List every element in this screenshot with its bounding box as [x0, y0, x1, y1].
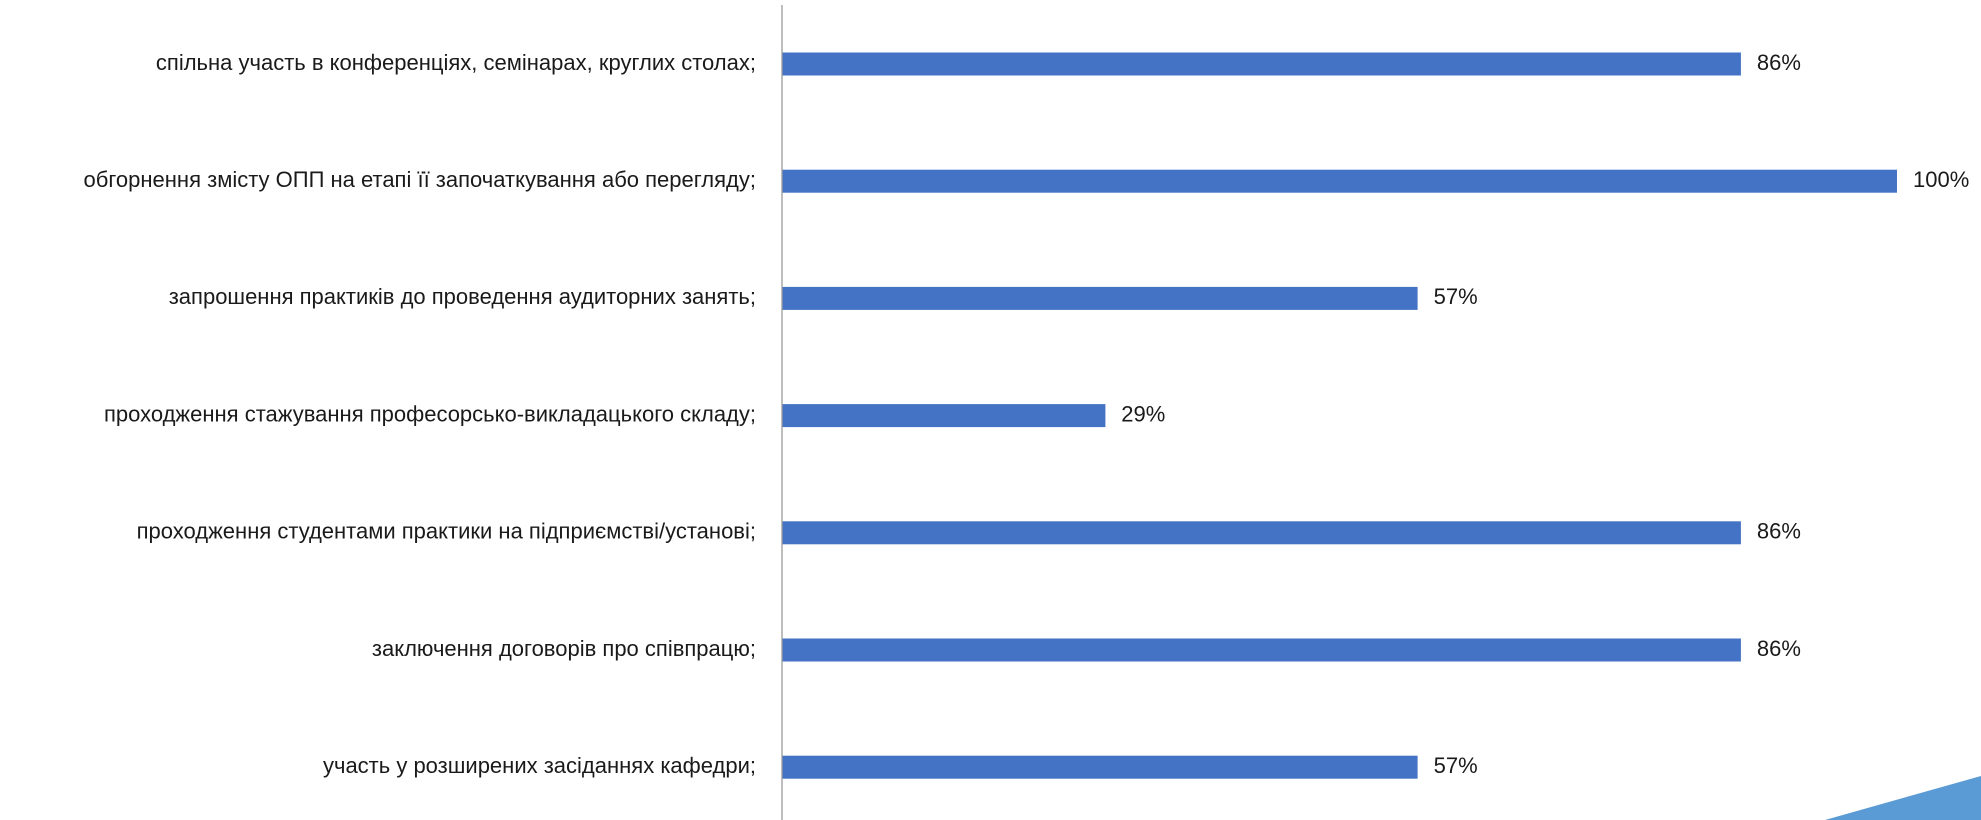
- bar: [782, 404, 1106, 428]
- bar: [782, 638, 1741, 662]
- data-label: 100%: [1913, 167, 1969, 192]
- labels-layer: спільна участь в конференціях, семінарах…: [84, 50, 1970, 778]
- data-label: 29%: [1121, 401, 1165, 426]
- category-label: обгорнення змісту ОПП на етапі її започа…: [84, 167, 756, 192]
- data-label: 86%: [1757, 636, 1801, 661]
- data-label: 86%: [1757, 50, 1801, 75]
- bar: [782, 286, 1418, 310]
- data-label: 86%: [1757, 519, 1801, 544]
- bars-layer: [782, 52, 1897, 779]
- category-label: запрошення практиків до проведення аудит…: [169, 284, 756, 309]
- category-label: заключення договорів про співпрацю;: [372, 636, 756, 661]
- data-label: 57%: [1434, 284, 1478, 309]
- category-label: проходження студентами практики на підпр…: [137, 519, 756, 544]
- data-label: 57%: [1434, 753, 1478, 778]
- corner-decoration: [1825, 776, 1981, 820]
- bar: [782, 755, 1418, 779]
- bar: [782, 521, 1741, 545]
- category-label: спільна участь в конференціях, семінарах…: [156, 50, 756, 75]
- bar: [782, 169, 1897, 193]
- category-label: проходження стажування професорсько-викл…: [104, 401, 756, 426]
- bar: [782, 52, 1741, 76]
- category-label: участь у розширених засіданнях кафедри;: [323, 753, 756, 778]
